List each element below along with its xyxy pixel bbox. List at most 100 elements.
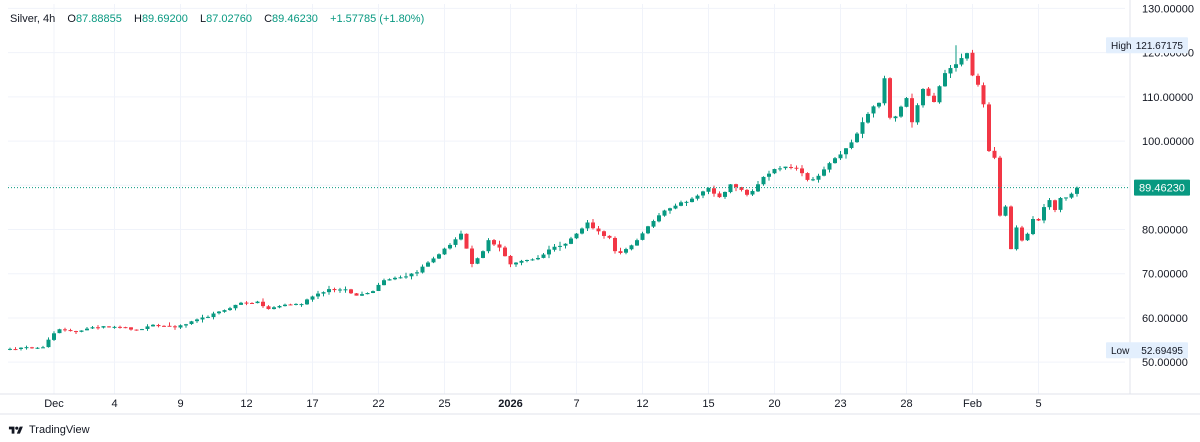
candle: [107, 326, 111, 328]
candle: [63, 327, 67, 332]
candle: [233, 304, 238, 311]
x-tick-label: 25: [438, 398, 450, 410]
candle: [294, 303, 298, 306]
candle: [211, 311, 216, 320]
candle: [569, 236, 573, 245]
candle: [459, 230, 463, 241]
candle: [948, 65, 953, 79]
candle: [734, 183, 738, 192]
candle: [90, 325, 95, 330]
candle: [349, 288, 353, 294]
candle: [316, 290, 320, 299]
x-tick-label: 12: [240, 398, 252, 410]
y-tick-label: 110.00000: [1142, 92, 1193, 104]
candle: [376, 282, 381, 292]
candle: [338, 287, 342, 293]
candle: [783, 166, 788, 170]
y-tick-label: 50.00000: [1142, 357, 1188, 369]
candle: [217, 310, 221, 315]
candle: [514, 262, 518, 267]
candle: [998, 155, 1002, 217]
high-value: 89.69200: [141, 13, 188, 25]
candle: [343, 286, 348, 293]
candle: [156, 323, 161, 328]
candle: [508, 254, 513, 268]
candle: [662, 209, 667, 217]
candle: [574, 232, 579, 240]
candle: [811, 177, 815, 182]
candle: [404, 272, 408, 279]
candle: [354, 292, 359, 296]
close-value: 89.46230: [272, 13, 318, 25]
candle: [481, 250, 485, 259]
candle: [778, 165, 782, 172]
y-tick-label: 80.00000: [1142, 225, 1188, 237]
candle: [129, 327, 133, 331]
candle: [327, 285, 331, 295]
candle: [1047, 197, 1052, 210]
symbol-name[interactable]: Silver: [10, 13, 37, 25]
candle: [310, 295, 315, 302]
candle: [409, 273, 414, 280]
candle: [228, 306, 232, 311]
candle: [844, 148, 848, 159]
low-value: 87.02760: [206, 13, 252, 25]
candle: [453, 237, 458, 248]
candle: [684, 200, 689, 207]
candle: [756, 180, 760, 193]
candle: [613, 236, 617, 254]
candle: [13, 347, 18, 351]
candle: [1014, 225, 1019, 251]
candle: [547, 245, 551, 259]
candle: [624, 247, 628, 255]
candle: [118, 325, 122, 329]
candle: [536, 255, 540, 261]
candle: [360, 291, 364, 297]
candle: [629, 244, 634, 251]
candle: [497, 240, 502, 252]
candle: [701, 190, 705, 199]
candle: [464, 233, 469, 249]
candle: [96, 325, 100, 330]
x-tick-label: 7: [573, 398, 579, 410]
y-tick-label: 130.00000: [1142, 3, 1194, 15]
candle: [816, 173, 821, 183]
candle: [1042, 203, 1046, 224]
candle: [1020, 225, 1024, 242]
candle: [580, 227, 584, 235]
candle: [393, 276, 397, 281]
candle: [470, 245, 474, 268]
candle: [750, 189, 755, 196]
candle: [827, 161, 832, 173]
tradingview-branding[interactable]: TradingView: [8, 422, 90, 438]
grid-layer: [8, 4, 1125, 394]
interval-label[interactable]: 4h: [43, 13, 56, 25]
candle: [1069, 192, 1074, 199]
y-tick-label: 100.00000: [1142, 136, 1194, 148]
x-tick-label: 28: [900, 398, 912, 410]
candle: [206, 315, 210, 319]
candle: [277, 305, 282, 309]
candle: [596, 226, 601, 235]
candle: [288, 303, 293, 306]
candle: [954, 45, 958, 72]
candle: [673, 203, 678, 210]
candle: [283, 303, 287, 307]
candle: [838, 150, 843, 160]
candle: [1036, 218, 1041, 221]
x-tick-label: 15: [702, 398, 714, 410]
candle: [618, 247, 623, 255]
candle: [1009, 205, 1013, 250]
candle: [915, 103, 920, 125]
candle: [860, 117, 865, 139]
candle: [162, 325, 166, 327]
candle: [849, 139, 854, 150]
candle: [1031, 216, 1035, 236]
candle: [635, 238, 639, 246]
candle: [541, 252, 546, 259]
candle: [976, 73, 980, 87]
candle: [772, 168, 777, 175]
candle: [717, 191, 722, 198]
